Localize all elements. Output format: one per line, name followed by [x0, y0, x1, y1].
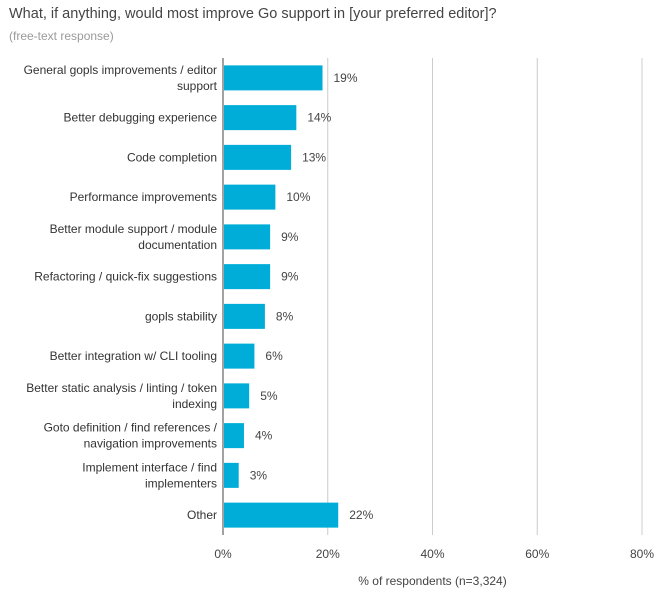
category-label: Goto definition / find references / navig… [44, 421, 218, 451]
bar [224, 264, 271, 290]
category-label: Implement interface / find implementers [82, 460, 217, 490]
bars [224, 65, 339, 528]
category-labels: General gopls improvements / editor suppo… [24, 63, 218, 522]
category-label: gopls stability [145, 309, 217, 323]
bar-value-label: 22% [349, 508, 373, 522]
chart-title: What, if anything, would most improve Go… [9, 6, 497, 22]
bar-value-label: 8% [276, 309, 294, 323]
x-tick-label: 80% [630, 547, 654, 561]
bar [224, 343, 255, 369]
bar [224, 184, 276, 210]
category-label: Better debugging experience [64, 111, 218, 125]
category-label: Other [187, 508, 217, 522]
category-label: Performance improvements [70, 190, 217, 204]
bar-value-label: 14% [307, 111, 331, 125]
x-tick-label: 20% [316, 547, 340, 561]
bar-value-label: 4% [255, 429, 273, 443]
gridlines [222, 58, 643, 535]
bar [224, 105, 297, 131]
x-tick-label: 40% [420, 547, 444, 561]
bar-value-label: 19% [334, 71, 358, 85]
chart-subtitle: (free-text response) [9, 29, 114, 43]
x-axis-label: % of respondents (n=3,324) [358, 574, 506, 588]
bar [224, 462, 239, 488]
bar [224, 502, 339, 528]
category-label: Better static analysis / linting / token… [26, 381, 217, 411]
bar-value-label: 6% [265, 349, 283, 363]
x-tick-labels: 0% 20% 40% 60% 80% [214, 547, 654, 561]
bar [224, 423, 244, 449]
category-label: General gopls improvements / editor suppo… [24, 63, 218, 93]
bar-value-label: 3% [250, 468, 268, 482]
category-label: Refactoring / quick-fix suggestions [34, 270, 217, 284]
bar-value-label: 13% [302, 150, 326, 164]
bar-value-label: 5% [260, 389, 278, 403]
x-tick-label: 60% [525, 547, 549, 561]
bar-value-label: 9% [281, 270, 299, 284]
value-labels: 19% 14% 13% 10% 9% 9% 8% 6% 5% 4% 3% 22% [250, 71, 374, 522]
category-label: Better integration w/ CLI tooling [50, 349, 217, 363]
category-label: Code completion [127, 150, 217, 164]
x-tick-label: 0% [214, 547, 232, 561]
bar [224, 65, 323, 91]
bar-value-label: 9% [281, 230, 299, 244]
bar [224, 383, 250, 409]
bar [224, 303, 265, 329]
bar [224, 144, 292, 170]
bar-value-label: 10% [286, 190, 310, 204]
category-label: Better module support / module documentat… [50, 222, 218, 252]
bar [224, 224, 271, 250]
